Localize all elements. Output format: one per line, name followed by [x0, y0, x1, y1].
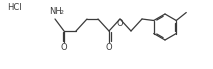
Text: HCl: HCl [7, 2, 21, 12]
Text: NH: NH [50, 6, 62, 16]
Text: O: O [61, 43, 67, 51]
Text: O: O [106, 43, 112, 51]
Text: O: O [117, 20, 123, 28]
Text: 2: 2 [59, 10, 63, 16]
